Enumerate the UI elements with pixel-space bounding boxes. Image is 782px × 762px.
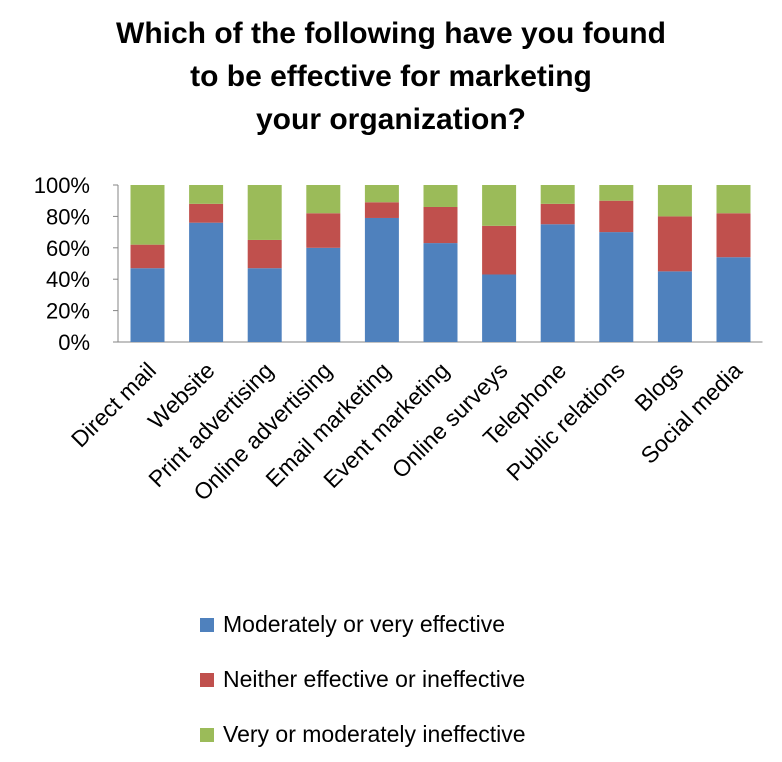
bar-segment — [189, 222, 224, 342]
bar-segment — [599, 200, 634, 233]
bar-segment — [716, 213, 751, 258]
bar-segment — [247, 239, 282, 269]
bar-segment — [423, 206, 458, 244]
bar-segment — [423, 243, 458, 342]
bar-segment — [482, 274, 517, 342]
bar-segment — [247, 268, 282, 342]
bar-segment — [130, 185, 165, 245]
bars — [130, 185, 751, 342]
bar-segment — [130, 244, 165, 269]
legend-swatch-green — [200, 727, 214, 742]
legend-item-neither: Neither effective or ineffective — [200, 652, 526, 707]
y-tick-label: 60% — [46, 236, 90, 261]
y-tick-label: 0% — [58, 330, 90, 355]
bar-segment — [364, 185, 399, 203]
bar-segment — [306, 185, 341, 214]
bar-segment — [306, 213, 341, 248]
stacked-bar-chart: 0% 20% 40% 60% 80% 100% Direct mailWebsitePri… — [34, 173, 763, 506]
bar-segment — [540, 203, 575, 225]
bar-segment — [540, 224, 575, 342]
y-tick-label: 100% — [34, 173, 90, 198]
bar-segment — [657, 216, 692, 272]
bar-segment — [716, 185, 751, 214]
chart-title: Which of the following have you found to… — [0, 12, 782, 141]
legend-label: Moderately or very effective — [223, 611, 506, 637]
y-axis: 0% 20% 40% 60% 80% 100% — [34, 173, 763, 355]
y-tick-label: 20% — [46, 299, 90, 324]
bar-segment — [247, 185, 282, 240]
legend: Moderately or very effective Neither eff… — [200, 597, 526, 762]
bar-segment — [189, 185, 224, 204]
legend-item-ineffective: Very or moderately ineffective — [200, 707, 526, 762]
bar-segment — [130, 268, 165, 342]
y-tick-label: 80% — [46, 204, 90, 229]
chart-title-line-1: Which of the following have you found — [116, 17, 666, 50]
bar-segment — [482, 225, 517, 275]
bar-segment — [716, 257, 751, 342]
bar-segment — [423, 185, 458, 207]
bar-segment — [364, 202, 399, 218]
bar-segment — [189, 203, 224, 223]
legend-item-moderately-effective: Moderately or very effective — [200, 597, 526, 652]
legend-swatch-red — [200, 672, 214, 687]
bar-segment — [599, 232, 634, 342]
bar-segment — [657, 185, 692, 217]
bar-segment — [364, 217, 399, 342]
y-tick-label: 40% — [46, 267, 90, 292]
bar-segment — [306, 247, 341, 342]
legend-swatch-blue — [200, 617, 214, 632]
bar-segment — [657, 271, 692, 342]
chart-title-line-2: to be effective for marketing — [190, 60, 592, 93]
bar-segment — [540, 185, 575, 204]
bar-segment — [599, 185, 634, 201]
chart-title-line-3: your organization? — [256, 103, 526, 136]
legend-label: Neither effective or ineffective — [223, 666, 526, 692]
x-category-label: Direct mail — [66, 357, 161, 452]
legend-label: Very or moderately ineffective — [223, 721, 526, 747]
bar-segment — [482, 185, 517, 226]
